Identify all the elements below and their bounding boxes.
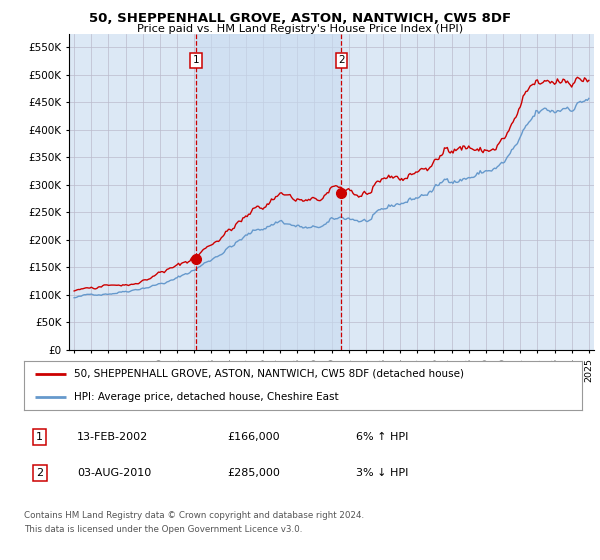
Text: 50, SHEPPENHALL GROVE, ASTON, NANTWICH, CW5 8DF: 50, SHEPPENHALL GROVE, ASTON, NANTWICH, … [89,12,511,25]
Text: Price paid vs. HM Land Registry's House Price Index (HPI): Price paid vs. HM Land Registry's House … [137,24,463,34]
Text: £166,000: £166,000 [227,432,280,442]
Text: 2: 2 [36,468,43,478]
Text: 50, SHEPPENHALL GROVE, ASTON, NANTWICH, CW5 8DF (detached house): 50, SHEPPENHALL GROVE, ASTON, NANTWICH, … [74,369,464,379]
Text: HPI: Average price, detached house, Cheshire East: HPI: Average price, detached house, Ches… [74,391,339,402]
Text: £285,000: £285,000 [227,468,281,478]
Text: Contains HM Land Registry data © Crown copyright and database right 2024.: Contains HM Land Registry data © Crown c… [24,511,364,520]
Bar [196,34,341,350]
Text: 1: 1 [36,432,43,442]
Text: 6% ↑ HPI: 6% ↑ HPI [356,432,409,442]
Text: 3% ↓ HPI: 3% ↓ HPI [356,468,409,478]
Text: 03-AUG-2010: 03-AUG-2010 [77,468,151,478]
Text: This data is licensed under the Open Government Licence v3.0.: This data is licensed under the Open Gov… [24,525,302,534]
Text: 2: 2 [338,55,345,66]
Text: 1: 1 [193,55,200,66]
Text: 13-FEB-2002: 13-FEB-2002 [77,432,148,442]
